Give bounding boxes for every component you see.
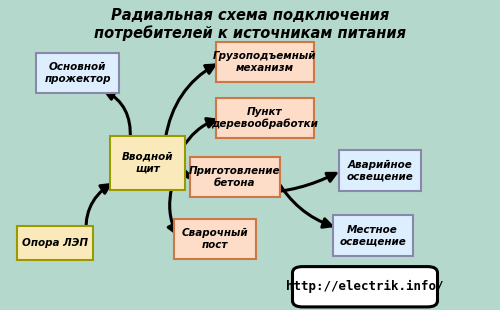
Text: Пункт
деревообработки: Пункт деревообработки: [212, 107, 318, 129]
FancyBboxPatch shape: [216, 42, 314, 82]
Text: Основной
прожектор: Основной прожектор: [44, 62, 111, 84]
FancyBboxPatch shape: [36, 53, 119, 93]
Text: Аварийное
освещение: Аварийное освещение: [346, 160, 414, 181]
FancyBboxPatch shape: [216, 98, 314, 138]
Text: Приготовление
бетона: Приготовление бетона: [189, 166, 281, 188]
Text: Грузоподъемный
механизм: Грузоподъемный механизм: [213, 51, 317, 73]
Text: Радиальная схема подключения
потребителей к источникам питания: Радиальная схема подключения потребителе…: [94, 8, 406, 41]
Text: Вводной
щит: Вводной щит: [122, 152, 174, 174]
Text: Местное
освещение: Местное освещение: [339, 225, 406, 246]
FancyBboxPatch shape: [190, 157, 280, 197]
FancyBboxPatch shape: [332, 215, 412, 256]
FancyBboxPatch shape: [18, 226, 92, 260]
Text: Опора ЛЭП: Опора ЛЭП: [22, 238, 88, 248]
Text: Сварочный
пост: Сварочный пост: [182, 228, 248, 250]
FancyBboxPatch shape: [292, 267, 438, 307]
Text: http://electrik.info/: http://electrik.info/: [286, 280, 444, 293]
FancyBboxPatch shape: [110, 136, 185, 190]
FancyBboxPatch shape: [339, 150, 421, 191]
FancyBboxPatch shape: [174, 219, 256, 259]
